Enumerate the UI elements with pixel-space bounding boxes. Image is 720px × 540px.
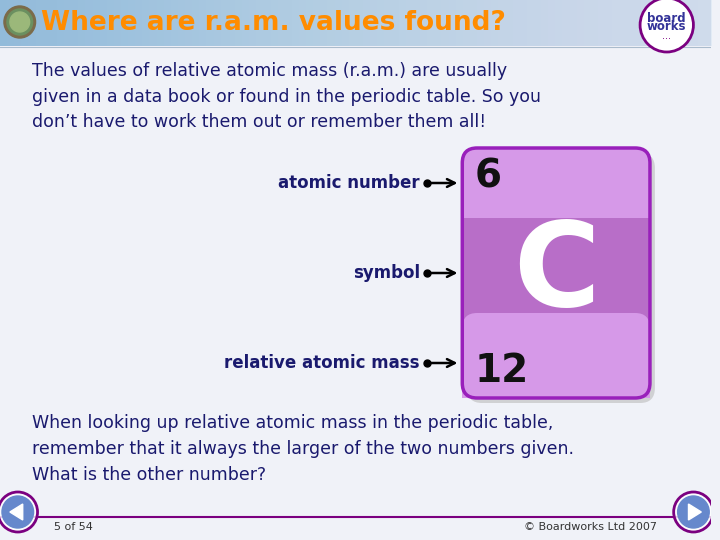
Text: What is the other number?: What is the other number?	[32, 466, 266, 484]
Text: © Boardworks Ltd 2007: © Boardworks Ltd 2007	[524, 522, 657, 532]
Circle shape	[4, 6, 35, 38]
FancyBboxPatch shape	[467, 153, 655, 403]
Text: symbol: symbol	[353, 264, 420, 282]
FancyBboxPatch shape	[462, 313, 650, 398]
Circle shape	[674, 492, 714, 532]
Text: 6: 6	[474, 158, 501, 196]
Bar	[462, 328, 650, 398]
Text: board: board	[647, 11, 686, 24]
Circle shape	[640, 0, 693, 52]
Bar	[462, 218, 650, 328]
Text: The values of relative atomic mass (r.a.m.) are usually
given in a data book or : The values of relative atomic mass (r.a.…	[32, 62, 541, 131]
Circle shape	[0, 492, 37, 532]
Circle shape	[7, 9, 32, 35]
Circle shape	[2, 496, 34, 528]
Text: 12: 12	[474, 352, 528, 390]
FancyBboxPatch shape	[462, 148, 650, 398]
Text: Where are r.a.m. values found?: Where are r.a.m. values found?	[42, 10, 506, 36]
Text: ...: ...	[662, 31, 671, 41]
Text: atomic number: atomic number	[278, 174, 420, 192]
Text: 5 of 54: 5 of 54	[54, 522, 93, 532]
Text: C: C	[513, 215, 600, 330]
Polygon shape	[10, 504, 23, 520]
Text: works: works	[647, 21, 686, 33]
Bar	[0, 0, 711, 46]
Polygon shape	[688, 504, 701, 520]
Text: When looking up relative atomic mass in the periodic table,
remember that it alw: When looking up relative atomic mass in …	[32, 414, 574, 458]
Circle shape	[678, 496, 709, 528]
Text: relative atomic mass: relative atomic mass	[225, 354, 420, 372]
Circle shape	[10, 12, 30, 32]
